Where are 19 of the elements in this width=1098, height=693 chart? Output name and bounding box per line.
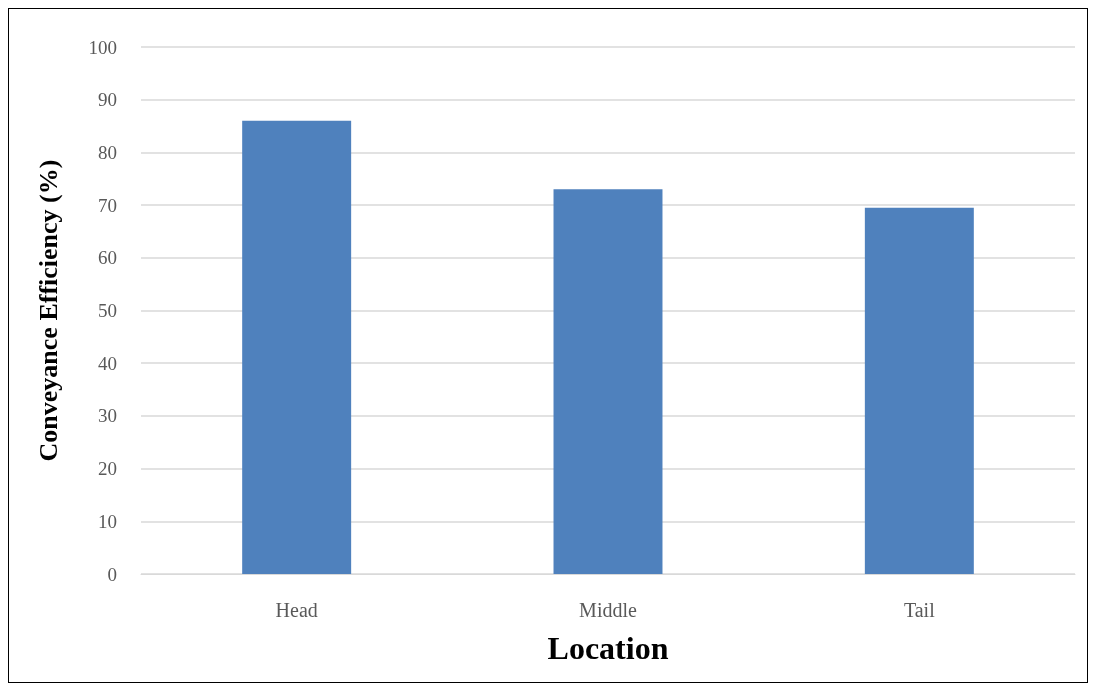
y-tick-label: 20 — [98, 458, 117, 480]
bar — [553, 189, 663, 574]
x-axis-title: Location — [547, 630, 669, 666]
x-tick-label: Tail — [903, 599, 936, 621]
x-tick-label: Middle — [579, 599, 638, 621]
y-tick-label: 10 — [98, 510, 117, 532]
bar — [864, 207, 974, 574]
bar — [242, 120, 352, 574]
y-tick-label: 80 — [98, 141, 117, 163]
y-axis-title: Conveyance Efficiency (%) — [33, 159, 63, 462]
y-tick-label: 0 — [107, 563, 117, 585]
x-tick-label: Head — [275, 599, 318, 621]
y-tick-label: 60 — [98, 247, 117, 269]
y-tick-label: 70 — [98, 194, 117, 216]
y-tick-label: 90 — [98, 89, 117, 111]
y-tick-label: 40 — [98, 352, 117, 374]
y-tick-label: 100 — [88, 36, 117, 58]
y-tick-label: 50 — [98, 300, 117, 321]
y-tick-label: 30 — [98, 405, 117, 427]
